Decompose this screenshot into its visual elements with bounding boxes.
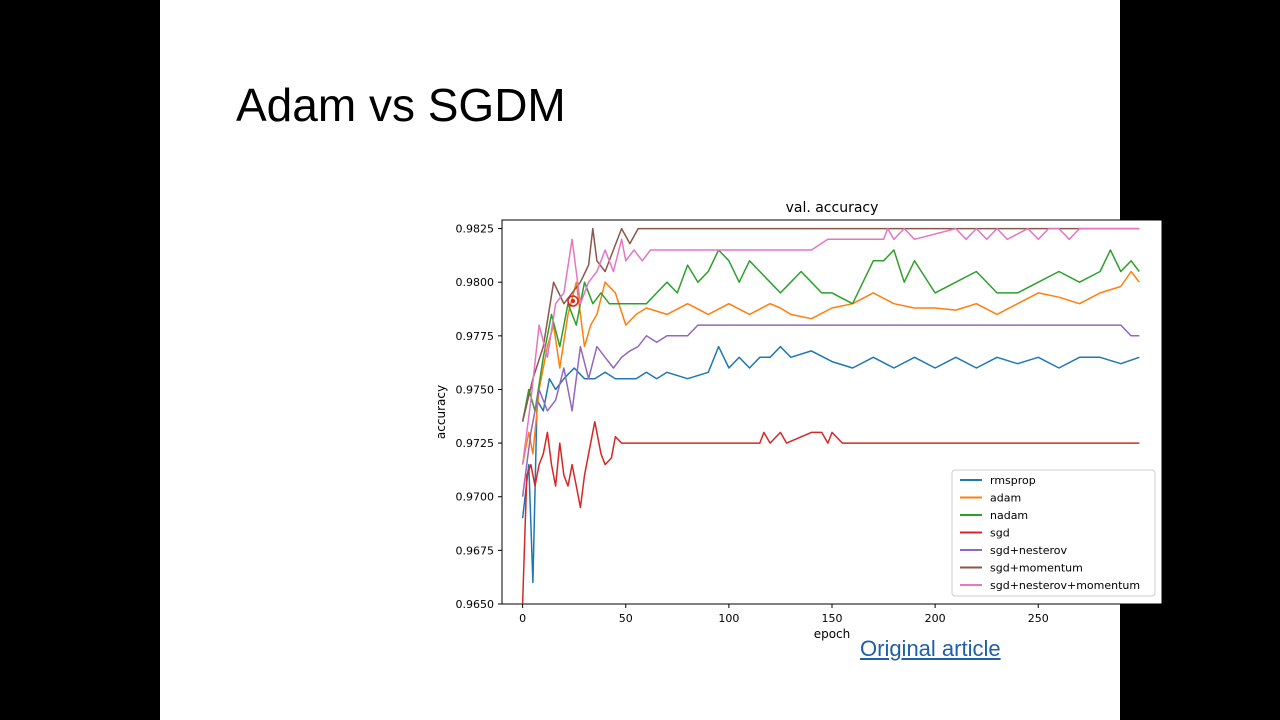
series-line-sgd: [521, 420, 1140, 605]
chart-title: val. accuracy: [786, 200, 879, 216]
legend-label-sgd: sgd: [990, 527, 1010, 540]
series-line-sgd-momentum: [521, 227, 1140, 422]
y-tick-label-4: 0.9750: [456, 383, 495, 396]
legend-box: [951, 469, 1156, 597]
y-tick-label-5: 0.9775: [456, 330, 495, 343]
axis-layer: 0 50 100 150 200 250 300 0.9650 0.9675 0.9700 0.97…: [456, 223, 1152, 625]
legend-label-rmsprop: rmsprop: [990, 474, 1036, 487]
slide: Adam vs SGDM val. accuracy 0 50 100 150 200 2…: [160, 0, 1163, 720]
series-line-nadam: [521, 249, 1140, 422]
x-tick-label-5: 250: [1028, 612, 1049, 625]
x-tick-label-1: 50: [619, 612, 633, 625]
series-line-sgd-nesterov: [521, 324, 1140, 497]
y-tick-label-7: 0.9825: [456, 223, 495, 236]
legend-label-sgd-nesterov: sgd+nesterov: [990, 544, 1067, 557]
series-line-sgd-nesterov-momentum: [521, 227, 1140, 465]
x-tick-label-3: 150: [822, 612, 843, 625]
y-tick-label-0: 0.9650: [456, 598, 495, 611]
legend-label-sgd-momentum: sgd+momentum: [990, 562, 1083, 575]
legend-entries: rmsprop adam nadam sgd sgd+nesterov sgd+momen…: [960, 474, 1140, 592]
y-tick-label-3: 0.9725: [456, 437, 495, 450]
y-tick-label-1: 0.9675: [456, 544, 495, 557]
accuracy-line-chart: val. accuracy 0 50 100 150 200 250 300 0.9650 0.…: [434, 200, 1163, 641]
original-article-link[interactable]: Original article: [860, 636, 1001, 661]
y-axis-label: accuracy: [434, 385, 448, 439]
series-layer: [521, 227, 1140, 605]
slide-title: Adam vs SGDM: [236, 79, 566, 131]
x-tick-label-2: 100: [718, 612, 739, 625]
series-line-adam: [521, 270, 1140, 465]
legend-label-adam: adam: [990, 492, 1021, 505]
y-tick-label-6: 0.9800: [456, 276, 495, 289]
legend-label-sgd-nesterov-momentum: sgd+nesterov+momentum: [990, 579, 1140, 592]
x-tick-label-6: 300: [1131, 612, 1152, 625]
x-axis-label: epoch: [814, 627, 851, 641]
legend-label-nadam: nadam: [990, 509, 1028, 522]
y-tick-label-2: 0.9700: [456, 491, 495, 504]
legend: rmsprop adam nadam sgd sgd+nesterov sgd+momen…: [951, 469, 1156, 597]
cursor-marker: [567, 295, 579, 307]
x-tick-label-0: 0: [519, 612, 526, 625]
x-tick-label-4: 200: [925, 612, 946, 625]
